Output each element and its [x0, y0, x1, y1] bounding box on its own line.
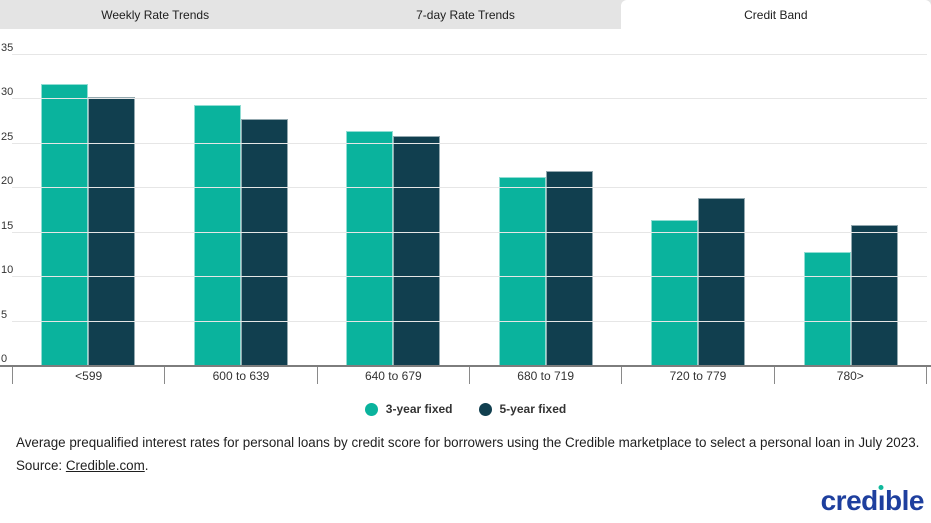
y-axis-tick-label: 5 — [1, 308, 8, 321]
y-axis-tick-label: 25 — [1, 130, 14, 143]
y-axis-tick-label: 35 — [1, 42, 14, 54]
gridline — [12, 98, 927, 100]
caption-source: Source: Credible.com. — [16, 454, 915, 477]
legend-label: 5-year fixed — [499, 402, 567, 416]
x-axis-category-label: 780> — [773, 367, 927, 384]
bar-3-year-fixed — [803, 252, 851, 366]
bar-3-year-fixed — [41, 84, 89, 366]
bar-group — [165, 55, 318, 366]
bar-3-year-fixed — [498, 176, 546, 366]
y-axis-tick-label: 0 — [1, 353, 8, 365]
gridline — [12, 187, 927, 189]
bar-5-year-fixed — [393, 135, 441, 366]
bar-group — [12, 55, 165, 366]
tab-credit-band[interactable]: Credit Band — [620, 0, 931, 29]
bar-group — [317, 55, 470, 366]
legend-label: 3-year fixed — [385, 402, 453, 416]
y-axis-tick-label: 15 — [1, 219, 14, 232]
bar-5-year-fixed — [545, 170, 593, 366]
gridline — [12, 231, 927, 233]
legend-item-5-year-fixed[interactable]: 5-year fixed — [478, 402, 567, 416]
bar-5-year-fixed — [698, 198, 746, 366]
x-axis-line — [0, 365, 931, 367]
bar-group — [775, 55, 928, 366]
gridline — [12, 54, 927, 55]
y-axis-tick-label: 30 — [1, 86, 14, 99]
logo-i-dot-icon — [878, 485, 884, 490]
tab-weekly-rate-trends[interactable]: Weekly Rate Trends — [0, 0, 311, 29]
chart-caption: Average prequalified interest rates for … — [16, 431, 920, 477]
bar-5-year-fixed — [240, 118, 288, 366]
y-axis-tick-label: 20 — [1, 175, 14, 188]
credible-logo: credı ble — [820, 485, 925, 516]
legend-dot-icon — [364, 402, 378, 416]
source-prefix: Source: — [16, 458, 66, 473]
logo-i-letter: ı — [877, 485, 886, 516]
gridline — [12, 320, 927, 322]
gridline — [12, 142, 927, 144]
x-axis-category-label: 680 to 719 — [468, 367, 621, 384]
credible-link[interactable]: Credible.com — [65, 458, 145, 473]
category-axis: <599 600 to 639 640 to 679 680 to 719 720 to… — [12, 367, 927, 384]
tab-7day-rate-trends[interactable]: 7-day Rate Trends — [310, 0, 621, 29]
bar-5-year-fixed — [850, 224, 898, 366]
gridline — [12, 276, 927, 278]
chart-area: <599 600 to 639 640 to 679 680 to 719 720 to… — [0, 29, 931, 385]
legend-dot-icon — [478, 402, 492, 416]
x-axis-category-label: <599 — [12, 367, 164, 384]
x-axis-category-label: 600 to 639 — [164, 367, 316, 384]
bar-3-year-fixed — [193, 104, 241, 366]
caption-text: Average prequalified interest rates for … — [16, 435, 920, 450]
bar-group — [622, 55, 775, 366]
logo-row: credı ble — [820, 485, 925, 517]
legend-item-3-year-fixed[interactable]: 3-year fixed — [364, 402, 453, 416]
y-axis-tick-label: 10 — [1, 264, 14, 277]
bar-group — [470, 55, 623, 366]
chart-legend: 3-year fixed 5-year fixed — [0, 401, 931, 417]
x-axis-category-label: 720 to 779 — [621, 367, 773, 384]
source-suffix: . — [144, 458, 149, 473]
plot-area — [12, 55, 927, 366]
bar-3-year-fixed — [651, 220, 699, 366]
tab-bar: Weekly Rate Trends 7-day Rate Trends Cre… — [0, 0, 931, 29]
bar-3-year-fixed — [346, 131, 394, 366]
x-axis-category-label: 640 to 679 — [316, 367, 469, 384]
